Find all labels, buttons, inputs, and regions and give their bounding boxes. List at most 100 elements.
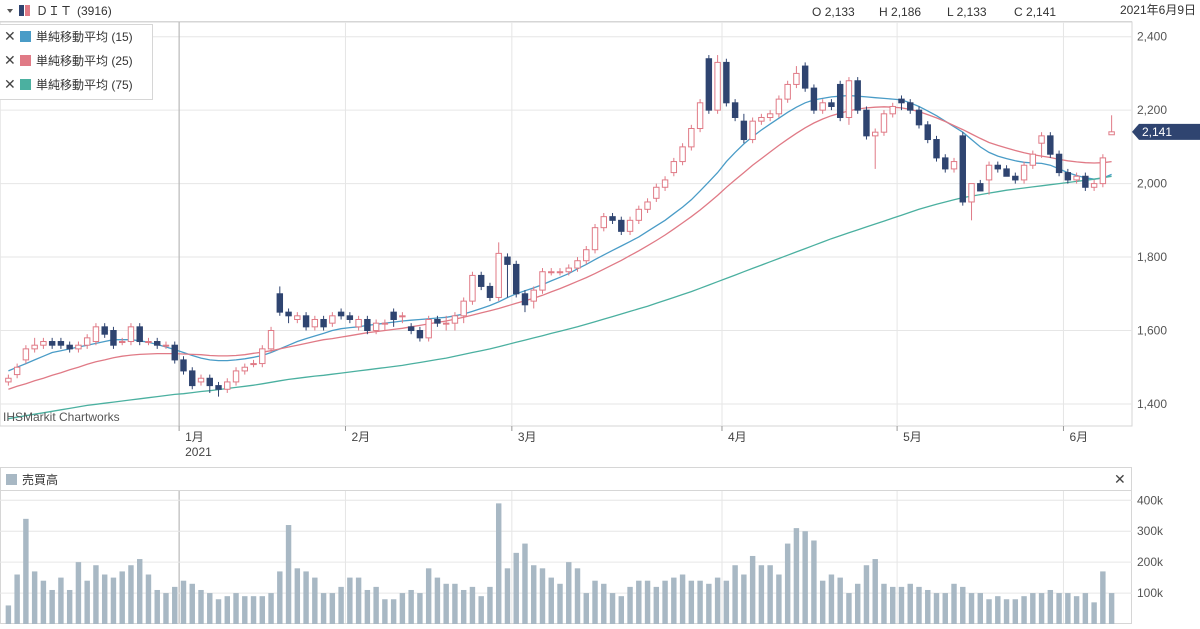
- month-tick-label: 5月: [903, 430, 922, 444]
- candle: [749, 117, 756, 144]
- candle-body: [661, 179, 669, 188]
- volume-bar: [364, 589, 371, 624]
- volume-bar: [443, 583, 449, 624]
- volume-bar: [5, 605, 12, 624]
- candle: [224, 378, 231, 393]
- candle-body: [871, 131, 879, 137]
- caret-down-icon[interactable]: [7, 9, 13, 13]
- volume-bar: [233, 593, 239, 624]
- volume-bar: [960, 586, 966, 624]
- price-tick-label: 1,600: [1137, 324, 1167, 338]
- price-tick-label: 1,400: [1137, 397, 1167, 411]
- candle: [950, 157, 958, 173]
- candle: [705, 55, 713, 114]
- ma-line-1: [8, 106, 1112, 390]
- candle-body: [442, 322, 450, 325]
- remove-icon[interactable]: ✕: [4, 28, 16, 44]
- candle-body: [267, 330, 275, 350]
- candle: [714, 55, 721, 114]
- candle-body: [434, 318, 441, 324]
- candle: [1090, 179, 1098, 191]
- candle: [442, 315, 450, 331]
- candle-body: [477, 274, 485, 287]
- legend-item-ma15: ✕ 単純移動平均 (15): [4, 26, 133, 46]
- volume-bar: [732, 565, 738, 624]
- candle: [1055, 150, 1063, 177]
- candle-body: [854, 80, 861, 111]
- volume-close-icon[interactable]: ✕: [1114, 471, 1126, 487]
- volume-bar: [977, 593, 983, 624]
- symbol-name: ＤＩＴ: [36, 4, 72, 18]
- volume-bar: [968, 593, 975, 624]
- candle: [390, 308, 397, 327]
- candle: [574, 257, 581, 272]
- volume-bar: [758, 565, 765, 624]
- volume-bar: [93, 565, 99, 624]
- candle-body: [985, 164, 993, 181]
- price-grid: [0, 22, 1132, 624]
- candle-body: [346, 315, 354, 320]
- volume-bar: [425, 568, 432, 624]
- volume-bar: [145, 574, 152, 624]
- volume-bar: [277, 571, 283, 624]
- volume-bar: [907, 583, 913, 624]
- candle: [57, 337, 65, 349]
- candle-body: [83, 337, 91, 346]
- candle: [819, 99, 826, 114]
- candle-body: [495, 252, 502, 298]
- candle: [548, 268, 555, 276]
- candle: [635, 205, 643, 224]
- candle-body: [136, 326, 143, 343]
- remove-icon[interactable]: ✕: [4, 76, 16, 92]
- candle: [118, 337, 126, 346]
- candle-body: [670, 161, 678, 174]
- candle-body: [469, 274, 476, 302]
- candle-body: [513, 263, 520, 295]
- candle: [863, 106, 870, 140]
- candle-body: [294, 315, 301, 320]
- candle: [679, 143, 686, 166]
- candle: [591, 224, 599, 254]
- candle: [845, 77, 853, 125]
- remove-icon[interactable]: ✕: [4, 52, 16, 68]
- candle-body: [714, 61, 721, 111]
- candle: [337, 308, 345, 320]
- legend-item-ma25: ✕ 単純移動平均 (25): [4, 50, 133, 70]
- candle-body: [390, 311, 397, 320]
- candle: [915, 106, 923, 129]
- candle-body: [171, 344, 178, 361]
- year-tick-label: 2021: [185, 445, 212, 459]
- volume-bar: [531, 565, 537, 624]
- volume-bar: [890, 586, 896, 624]
- volume-bar: [1003, 599, 1010, 624]
- candle-body: [416, 330, 424, 339]
- header-bar: ＤＩＴ (3916) O 2,133 H 2,186 L 2,133 C 2,1…: [0, 3, 1196, 22]
- candle: [731, 99, 739, 122]
- ma-line-2: [8, 175, 1112, 420]
- candle-body: [197, 377, 205, 383]
- candle: [688, 124, 695, 151]
- candle: [162, 341, 170, 349]
- candle-body: [915, 109, 923, 126]
- candle: [907, 99, 914, 114]
- price-tick-label: 2,000: [1137, 177, 1167, 191]
- candle-body: [1003, 168, 1010, 177]
- candle-body: [285, 311, 292, 317]
- candle: [1082, 172, 1089, 191]
- candle-body: [215, 385, 222, 390]
- candle: [145, 337, 152, 346]
- candle: [66, 341, 73, 353]
- candle-body: [530, 289, 537, 302]
- candle: [355, 315, 362, 331]
- volume-tick-label: 200k: [1137, 555, 1164, 569]
- candle: [267, 326, 275, 353]
- candle-body: [556, 271, 564, 274]
- candle: [775, 95, 783, 118]
- volume-bar: [1021, 596, 1027, 624]
- last-price-tag: 2,141: [1132, 123, 1200, 140]
- candle: [723, 58, 730, 107]
- volume-bar: [671, 577, 677, 624]
- candle-body: [766, 113, 774, 118]
- candle: [460, 297, 467, 324]
